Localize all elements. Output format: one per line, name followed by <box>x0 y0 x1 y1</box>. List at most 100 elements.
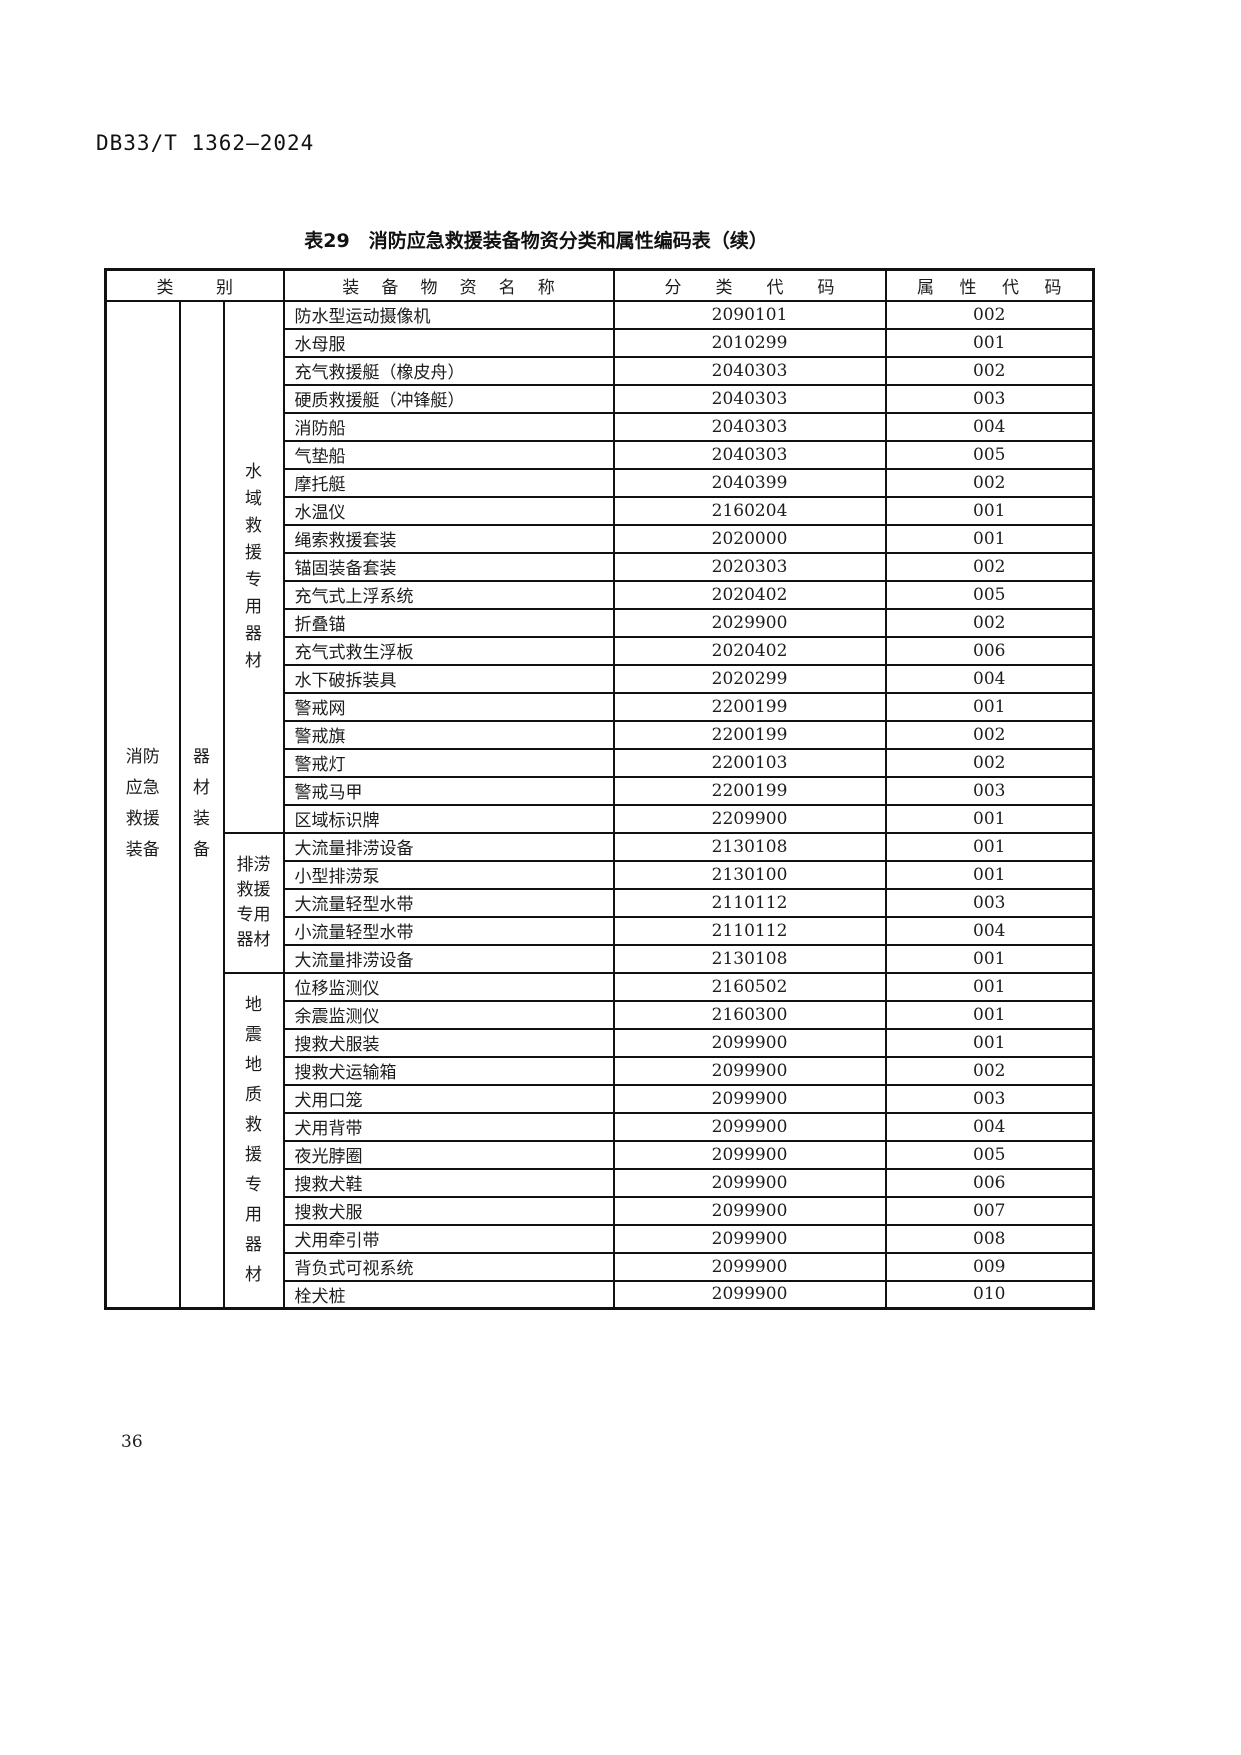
table-row: 折叠锚 2029900 002 <box>106 607 1095 638</box>
attr-code-cell: 004 <box>884 411 1095 442</box>
table-row: 搜救犬运输箱 2099900 002 <box>106 1055 1095 1086</box>
equipment-name-cell: 夜光脖圈 <box>282 1139 615 1170</box>
attr-code-cell: 002 <box>884 467 1095 498</box>
class-code-cell: 2160204 <box>612 495 887 526</box>
class-code-cell: 2130108 <box>612 831 887 862</box>
class-code-cell: 2090101 <box>612 299 887 330</box>
table-row: 夜光脖圈 2099900 005 <box>106 1139 1095 1170</box>
table-row: 搜救犬鞋 2099900 006 <box>106 1167 1095 1198</box>
attr-code-cell: 003 <box>884 887 1095 918</box>
equipment-name-cell: 气垫船 <box>282 439 615 470</box>
attr-code-cell: 005 <box>884 579 1095 610</box>
equipment-name-cell: 警戒马甲 <box>282 775 615 806</box>
attr-code-cell: 006 <box>884 635 1095 666</box>
attr-code-cell: 001 <box>884 999 1095 1030</box>
equipment-name-cell: 摩托艇 <box>282 467 615 498</box>
table-body: 消防 应急 救援 装备器材装备水域救援专用器材防水型运动摄像机 2090101 002 水母… <box>104 299 1095 1310</box>
table-row: 犬用牵引带 2099900 008 <box>106 1223 1095 1254</box>
table-row: 警戒灯 2200103 002 <box>106 747 1095 778</box>
table-row: 大流量轻型水带 2110112 003 <box>106 887 1095 918</box>
class-code-cell: 2200199 <box>612 719 887 750</box>
table-row: 搜救犬服装 2099900 001 <box>106 1027 1095 1058</box>
attr-code-cell: 005 <box>884 1139 1095 1170</box>
table-row: 背负式可视系统 2099900 009 <box>106 1251 1095 1282</box>
equipment-name-cell: 搜救犬运输箱 <box>282 1055 615 1086</box>
table-row: 排涝 救援 专用 器材 大流量排涝设备 2130108 001 <box>106 831 1095 974</box>
equipment-name-cell: 硬质救援艇（冲锋艇） <box>282 383 615 414</box>
attr-code-cell: 001 <box>884 943 1095 974</box>
table-row: 锚固装备套装 2020303 002 <box>106 551 1095 582</box>
class-code-cell: 2010299 <box>612 327 887 358</box>
page-number: 36 <box>121 1432 143 1452</box>
attr-code-cell: 001 <box>884 971 1095 1002</box>
standard-number: DB33/T 1362—2024 <box>96 131 315 155</box>
class-code-cell: 2040303 <box>612 355 887 386</box>
class-code-cell: 2099900 <box>612 1251 887 1282</box>
class-code-cell: 2029900 <box>612 607 887 638</box>
table-row: 充气救援艇（橡皮舟） 2040303 002 <box>106 355 1095 386</box>
attr-code-cell: 001 <box>884 327 1095 358</box>
equipment-name-cell: 折叠锚 <box>282 607 615 638</box>
class-code-cell: 2200199 <box>612 691 887 722</box>
table-header-row: 类别 装备物资名称 分类代码 属性代码 <box>104 268 1095 302</box>
table-row: 水温仪 2160204 001 <box>106 495 1095 526</box>
equipment-name-cell: 充气式上浮系统 <box>282 579 615 610</box>
equipment-name-cell: 搜救犬服 <box>282 1195 615 1226</box>
class-code-cell: 2200199 <box>612 775 887 806</box>
table-row: 警戒旗 2200199 002 <box>106 719 1095 750</box>
table-row: 硬质救援艇（冲锋艇） 2040303 003 <box>106 383 1095 414</box>
table-row: 余震监测仪 2160300 001 <box>106 999 1095 1030</box>
table-row: 警戒马甲 2200199 003 <box>106 775 1095 806</box>
equipment-name-cell: 小流量轻型水带 <box>282 915 615 946</box>
equipment-name-cell: 区域标识牌 <box>282 803 615 834</box>
attr-code-cell: 001 <box>884 523 1095 554</box>
class-code-cell: 2099900 <box>612 1139 887 1170</box>
table-title: 表29 消防应急救援装备物资分类和属性编码表（续） <box>304 230 768 252</box>
equipment-name-cell: 余震监测仪 <box>282 999 615 1030</box>
equipment-name-cell: 位移监测仪 <box>282 971 615 1002</box>
table-row: 警戒网 2200199 001 <box>106 691 1095 722</box>
attr-code-cell: 002 <box>884 551 1095 582</box>
table-row: 气垫船 2040303 005 <box>106 439 1095 470</box>
equipment-name-cell: 犬用背带 <box>282 1111 615 1142</box>
class-code-cell: 2099900 <box>612 1111 887 1142</box>
class-code-cell: 2099900 <box>612 1167 887 1198</box>
column-header-class-code: 分类代码 <box>612 268 887 302</box>
class-code-cell: 2200103 <box>612 747 887 778</box>
equipment-name-cell: 水下破拆装具 <box>282 663 615 694</box>
table-row: 区域标识牌 2209900 001 <box>106 803 1095 834</box>
equipment-name-cell: 水母服 <box>282 327 615 358</box>
attr-code-cell: 003 <box>884 383 1095 414</box>
class-code-cell: 2020303 <box>612 551 887 582</box>
equipment-name-cell: 背负式可视系统 <box>282 1251 615 1282</box>
class-code-cell: 2209900 <box>612 803 887 834</box>
attr-code-cell: 001 <box>884 1027 1095 1058</box>
class-code-cell: 2099900 <box>612 1279 887 1310</box>
table-row: 水母服 2010299 001 <box>106 327 1095 358</box>
column-header-category: 类别 <box>104 268 285 302</box>
table-row: 搜救犬服 2099900 007 <box>106 1195 1095 1226</box>
class-code-cell: 2099900 <box>612 1027 887 1058</box>
equipment-name-cell: 栓犬桩 <box>282 1279 615 1310</box>
equipment-name-cell: 绳索救援套装 <box>282 523 615 554</box>
equipment-name-cell: 搜救犬服装 <box>282 1027 615 1058</box>
attr-code-cell: 004 <box>884 1111 1095 1142</box>
table-row: 消防船 2040303 004 <box>106 411 1095 442</box>
table-row: 充气式上浮系统 2020402 005 <box>106 579 1095 610</box>
subcategory-cell: 水域救援专用器材 <box>222 299 285 834</box>
class-code-cell: 2020000 <box>612 523 887 554</box>
equipment-name-cell: 警戒旗 <box>282 719 615 750</box>
class-code-cell: 2040303 <box>612 383 887 414</box>
attr-code-cell: 002 <box>884 299 1095 330</box>
equipment-name-cell: 犬用口笼 <box>282 1083 615 1114</box>
attr-code-cell: 007 <box>884 1195 1095 1226</box>
equipment-name-cell: 充气式救生浮板 <box>282 635 615 666</box>
equipment-name-cell: 警戒网 <box>282 691 615 722</box>
attr-code-cell: 003 <box>884 1083 1095 1114</box>
equipment-name-cell: 犬用牵引带 <box>282 1223 615 1254</box>
attr-code-cell: 002 <box>884 355 1095 386</box>
equipment-name-cell: 防水型运动摄像机 <box>282 299 615 330</box>
table-row: 地震地质救援专用器材位移监测仪 2160502 001 <box>106 971 1095 1310</box>
category-group-cell: 器材装备 <box>178 299 225 1310</box>
attr-code-cell: 002 <box>884 607 1095 638</box>
